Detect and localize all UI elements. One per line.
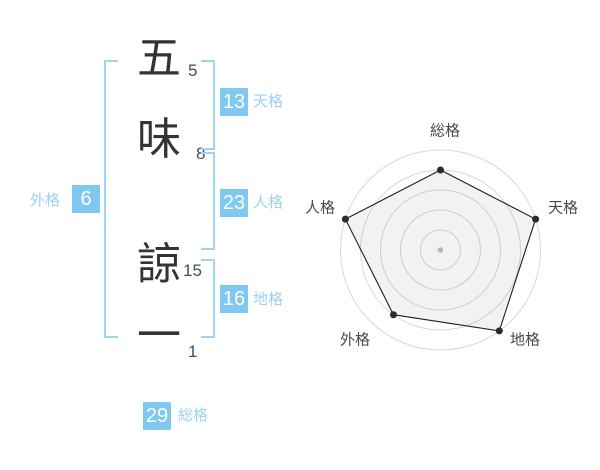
radar-data-point xyxy=(495,327,503,335)
tenkaku-bracket xyxy=(201,60,215,150)
name-char-2: 味 xyxy=(137,115,181,164)
radar-axis-label: 総格 xyxy=(430,123,460,140)
tenkaku-label: 天格 xyxy=(253,93,284,110)
stroke-count-2: 8 xyxy=(196,144,206,163)
gaikaku-badge: 6 xyxy=(72,185,100,213)
radar-axis-label: 天格 xyxy=(548,200,578,217)
chikaku-label: 地格 xyxy=(253,291,284,308)
radar-grid-ring xyxy=(340,149,541,351)
stroke-count-3: 15 xyxy=(183,261,202,280)
chikaku-bracket xyxy=(201,259,215,338)
radar-grid-ring xyxy=(400,209,481,291)
radar-data-polygon xyxy=(344,169,537,332)
radar-data-point xyxy=(389,311,397,319)
radar-center-dot xyxy=(437,247,444,253)
gaikaku-bracket xyxy=(104,60,118,338)
stroke-count-4: 1 xyxy=(188,342,198,361)
name-char-3: 諒 xyxy=(137,240,181,289)
name-char-4: 一 xyxy=(137,311,181,360)
stroke-count-1: 5 xyxy=(188,61,198,80)
radar-data-point xyxy=(341,215,349,223)
radar-grid-ring xyxy=(380,189,501,311)
chikaku-badge: 16 xyxy=(220,285,248,313)
tenkaku-badge: 13 xyxy=(220,88,248,116)
soukaku-badge: 29 xyxy=(143,402,171,430)
jinkaku-label: 人格 xyxy=(253,194,284,211)
radar-axis-label: 外格 xyxy=(340,332,370,349)
radar-data-point xyxy=(437,166,444,174)
radar-grid-ring xyxy=(420,229,461,271)
radar-axis-label: 地格 xyxy=(510,332,540,349)
jinkaku-badge: 23 xyxy=(220,189,248,217)
gaikaku-label: 外格 xyxy=(29,192,60,209)
jinkaku-bracket xyxy=(201,152,215,250)
radar-data-point xyxy=(532,215,540,223)
radar-axis-label: 人格 xyxy=(305,200,335,217)
soukaku-label: 総格 xyxy=(178,407,209,424)
name-char-1: 五 xyxy=(137,34,181,83)
